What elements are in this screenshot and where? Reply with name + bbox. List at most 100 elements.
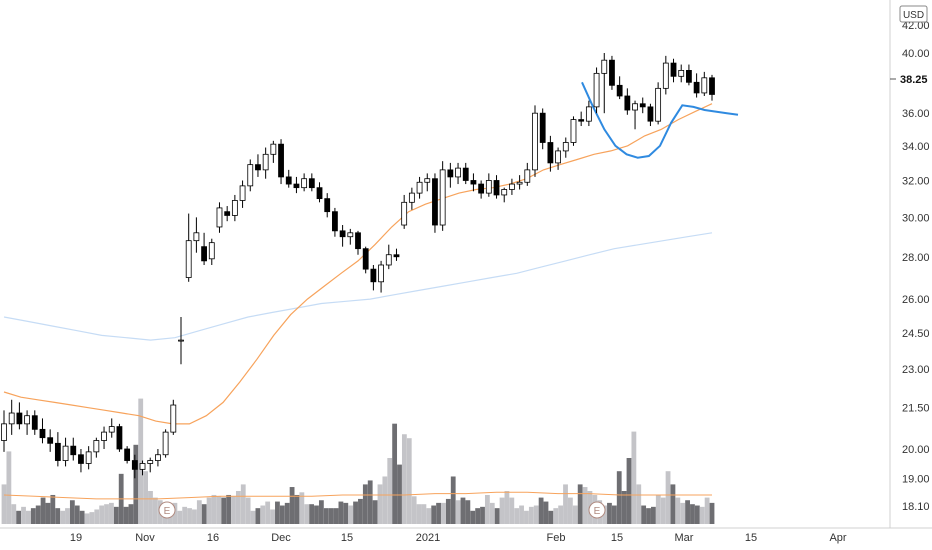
candle-body-down: [278, 143, 284, 178]
candle-body-down: [339, 230, 346, 238]
volume-bar: [499, 497, 505, 524]
candle: [408, 187, 415, 210]
volume-bar: [314, 505, 319, 524]
candle: [270, 140, 277, 163]
candle: [231, 194, 238, 222]
volume-bar: [40, 497, 46, 524]
candle: [416, 176, 423, 199]
candle: [693, 73, 700, 98]
volume-bar: [392, 423, 398, 524]
candle-body-up: [678, 70, 685, 77]
volume-bar: [538, 497, 544, 524]
volume-bar: [343, 502, 349, 524]
volume-bar: [665, 471, 671, 524]
volume-bar: [333, 508, 339, 524]
cup-pattern-line: [581, 81, 739, 159]
candle: [224, 206, 231, 222]
candle: [447, 162, 454, 188]
candle: [39, 418, 46, 444]
candle: [632, 100, 638, 130]
volume-bar: [470, 510, 476, 524]
candle: [301, 173, 308, 192]
candle-body-down: [255, 164, 261, 171]
volume-bar: [84, 513, 90, 524]
candle-body-up: [570, 119, 577, 143]
volume-bar: [533, 505, 539, 524]
candle: [262, 147, 269, 179]
candle-body-up: [439, 169, 446, 226]
time-axis-tick-label: Nov: [135, 532, 155, 544]
volume-bar: [270, 509, 275, 524]
volume-bar: [99, 505, 105, 524]
volume-bar: [602, 505, 607, 524]
price-axis-tick-label: 28.00: [902, 252, 930, 264]
volume-bar: [201, 504, 207, 524]
volume-bar: [260, 505, 266, 524]
volume-bar: [26, 510, 31, 524]
price-axis[interactable]: 18.10 19.00 20.00 21.50 23.00 24.50 26.00 28.00…: [902, 20, 930, 513]
candle: [616, 76, 623, 100]
candle: [278, 139, 284, 185]
volume-bar: [221, 497, 227, 524]
candle: [470, 173, 477, 192]
candle: [293, 176, 300, 194]
candle: [308, 173, 315, 192]
candle-body-up: [62, 445, 69, 461]
volume-bar: [289, 487, 295, 524]
volume-bar: [382, 476, 388, 524]
volume-bar: [16, 510, 22, 524]
candle: [593, 67, 600, 114]
candle: [347, 228, 354, 245]
candle: [370, 264, 377, 291]
volume-bar: [397, 464, 402, 524]
candle: [162, 429, 169, 458]
candle-body-down: [39, 428, 46, 439]
candle-body-up: [662, 62, 669, 89]
earnings-marker-2[interactable]: E: [588, 501, 606, 519]
candle-body-down: [54, 442, 61, 461]
volume-bar: [401, 434, 407, 524]
volume-bar: [636, 484, 642, 524]
candle: [562, 137, 569, 158]
volume-bar: [109, 502, 114, 524]
volume-bar: [460, 497, 466, 524]
candle-body-up: [162, 431, 169, 456]
volume-bar: [104, 504, 109, 524]
candle-body-down: [308, 178, 315, 189]
candle-body-down: [539, 112, 546, 143]
candle: [478, 180, 485, 199]
candle: [78, 449, 84, 473]
candle: [47, 429, 54, 452]
volume-bar: [358, 498, 363, 524]
volume-bar: [30, 508, 36, 524]
volume-bar: [245, 497, 251, 524]
volume-bar: [206, 497, 212, 524]
currency-badge[interactable]: USD: [899, 5, 928, 23]
candle: [686, 64, 692, 86]
candle-body-up: [216, 207, 223, 228]
candle-body-up: [555, 150, 561, 164]
candle-body-up: [655, 87, 662, 122]
candle: [601, 53, 608, 114]
candle: [639, 97, 646, 114]
candle-body-up: [155, 454, 161, 461]
candle: [316, 182, 323, 203]
volume-bar: [255, 508, 261, 524]
time-axis-tick-label: 16: [207, 532, 219, 544]
volume-bar: [685, 500, 690, 524]
volume-bar: [265, 501, 271, 524]
candle: [570, 116, 577, 146]
volume-bar: [655, 494, 661, 524]
candle-body-up: [24, 415, 30, 425]
volume-bar: [660, 497, 666, 524]
candle: [424, 173, 431, 192]
earnings-marker-1[interactable]: E: [158, 501, 176, 519]
candle: [285, 169, 292, 188]
volume-bar: [152, 497, 158, 524]
candle-body-up: [347, 232, 354, 238]
price-axis-tick-label: 34.00: [902, 141, 930, 153]
candle-body-up: [485, 180, 492, 194]
price-axis-tick-label: 20.00: [902, 444, 930, 456]
time-axis[interactable]: 19 Nov 16 Dec 15 2021 Feb 15 Mar 15 Apr: [70, 532, 847, 544]
